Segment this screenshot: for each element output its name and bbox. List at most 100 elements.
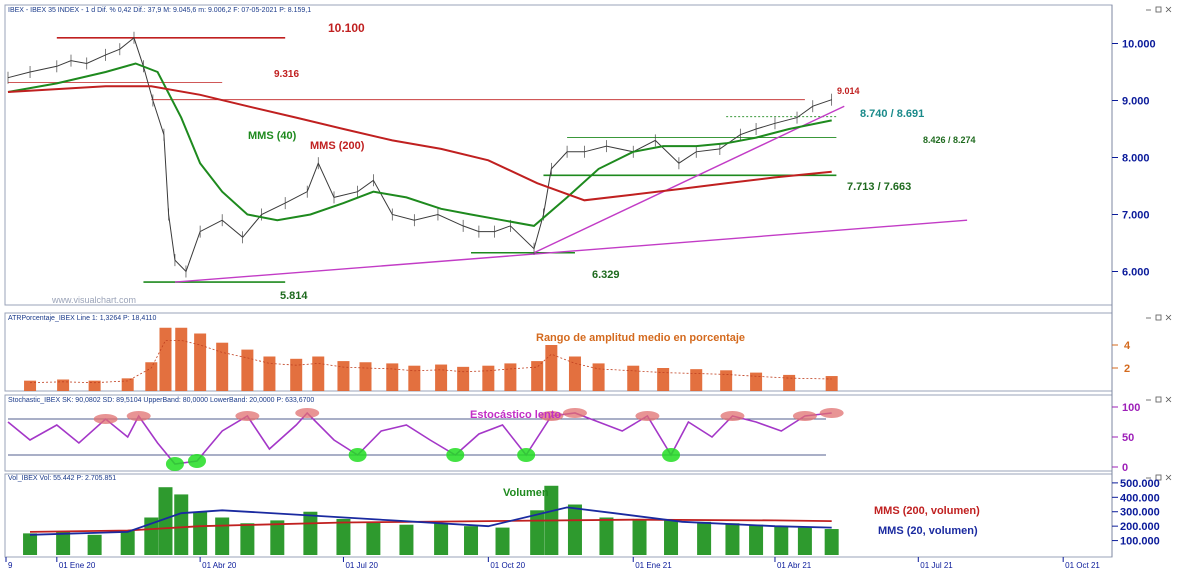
volume-bar (120, 530, 135, 555)
volume-bar (193, 511, 208, 555)
mms40-series-line (7, 62, 832, 227)
atr-bar (88, 380, 101, 391)
volume-header: Vol_IBEX Vol: 55.442 P: 2.705.851 (8, 475, 116, 482)
volume-bar (303, 511, 318, 555)
x-tick-label: 01 Abr 21 (777, 561, 812, 570)
close-icon[interactable] (1165, 474, 1172, 481)
overbought-marker (235, 411, 260, 421)
price-series-line (7, 36, 832, 273)
atr-bar (408, 365, 421, 391)
price-tick-label: 10.000 (1122, 39, 1156, 51)
trendline (533, 105, 845, 254)
watermark: www.visualchart.com (51, 295, 136, 305)
volume-bar (215, 517, 230, 555)
atr-bar (312, 356, 325, 391)
volume-bar (87, 534, 102, 555)
x-tick-label: 01 Ene 20 (59, 561, 96, 570)
atr-bar (720, 370, 733, 391)
atr-bar (145, 362, 158, 391)
volume-bar (464, 526, 479, 555)
atr-bar (657, 368, 670, 391)
overbought-marker (792, 411, 817, 421)
atr-bar (783, 374, 796, 391)
stochastic-title: Estocástico lento (470, 409, 561, 421)
volume-bar (366, 521, 381, 555)
atr-bar (457, 366, 470, 391)
atr-bar (750, 372, 763, 391)
atr-bar (121, 378, 134, 391)
atr-panel (4, 312, 1113, 392)
mms200-series-line (7, 85, 832, 202)
price-panel (4, 4, 1113, 306)
maximize-icon[interactable] (1155, 474, 1162, 481)
label-8426-8274: 8.426 / 8.274 (923, 135, 976, 145)
volume-bar (664, 520, 679, 555)
close-icon[interactable] (1165, 6, 1172, 13)
volume-tick-label: 400.000 (1120, 492, 1160, 504)
volume-bar (599, 517, 614, 555)
price-plot (7, 31, 968, 283)
volume-panel (4, 473, 1113, 558)
atr-bar (690, 369, 703, 391)
label-6329: 6.329 (592, 269, 620, 281)
atr-bar (241, 349, 254, 391)
atr-bar (194, 333, 207, 391)
price-header: IBEX - IBEX 35 INDEX - 1 d Dif. % 0,42 D… (8, 7, 311, 14)
volume-bar (56, 531, 71, 555)
atr-bar (359, 362, 372, 391)
maximize-icon[interactable] (1155, 396, 1162, 403)
x-tick-label: 01 Oct 20 (490, 561, 525, 570)
price-tick-label: 6.000 (1122, 267, 1150, 279)
price-window-controls[interactable] (1146, 6, 1172, 13)
volume-bar (749, 524, 764, 555)
volume-bar (399, 524, 414, 555)
atr-average-line (29, 339, 832, 384)
x-tick-label: 01 Oct 21 (1065, 561, 1100, 570)
atr-bar (531, 361, 544, 391)
maximize-icon[interactable] (1155, 6, 1162, 13)
label-mms40: MMS (40) (248, 130, 297, 142)
atr-bar (24, 380, 37, 391)
volume-bar (434, 523, 449, 555)
volume-window-controls[interactable] (1146, 474, 1172, 481)
oversold-marker (348, 448, 367, 462)
volume-tick-label: 200.000 (1120, 521, 1160, 533)
oversold-marker (517, 448, 536, 462)
stochastic-tick-label: 50 (1122, 432, 1134, 444)
price-tick-label: 8.000 (1122, 153, 1150, 165)
atr-bar (263, 356, 276, 391)
axes: 10.000 9.000 8.000 7.000 6.000 4 2 100 50 0 500.00… (5, 39, 1160, 570)
atr-plot (24, 327, 838, 391)
volume-tick-label: 100.000 (1120, 536, 1160, 548)
volume-plot (23, 485, 839, 555)
maximize-icon[interactable] (1155, 314, 1162, 321)
volume-bar (174, 494, 189, 555)
volume-bar (725, 523, 740, 555)
atr-window-controls[interactable] (1146, 314, 1172, 321)
close-icon[interactable] (1165, 396, 1172, 403)
oversold-marker (662, 448, 681, 462)
oversold-marker (187, 454, 206, 468)
overbought-marker (819, 408, 844, 418)
stochastic-window-controls[interactable] (1146, 396, 1172, 403)
trendline (174, 219, 968, 283)
atr-bar (337, 361, 350, 391)
atr-bar (386, 363, 399, 391)
oversold-marker (446, 448, 465, 462)
stochastic-tick-label: 0 (1122, 462, 1128, 474)
volume-bar (144, 517, 159, 555)
vol-mms20-label: MMS (20, volumen) (878, 525, 978, 537)
volume-bar (567, 504, 582, 555)
volume-bar (23, 533, 38, 555)
atr-bar (592, 363, 605, 391)
overbought-marker (126, 411, 151, 421)
close-icon[interactable] (1165, 314, 1172, 321)
atr-bar (825, 376, 838, 391)
overbought-marker (93, 414, 118, 424)
volume-tick-label: 300.000 (1120, 507, 1160, 519)
atr-tick-label: 2 (1124, 363, 1130, 375)
price-tick-label: 7.000 (1122, 210, 1150, 222)
vol-mms200-label: MMS (200, volumen) (874, 505, 980, 517)
volume-bar (774, 526, 789, 555)
x-tick-label: 01 Abr 20 (202, 561, 237, 570)
